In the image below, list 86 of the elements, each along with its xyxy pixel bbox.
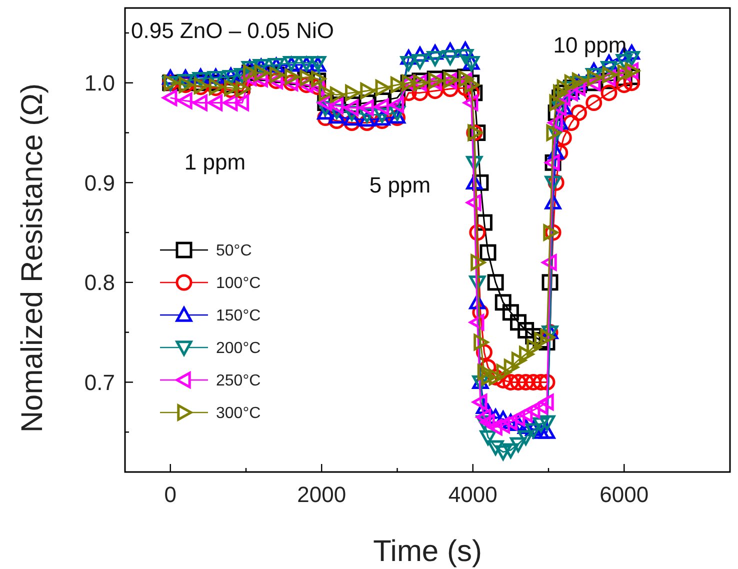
point bbox=[570, 104, 587, 122]
point bbox=[510, 374, 526, 390]
point bbox=[463, 94, 478, 112]
point bbox=[518, 374, 534, 390]
point bbox=[532, 417, 550, 432]
point bbox=[556, 80, 572, 96]
point bbox=[538, 415, 556, 430]
point bbox=[549, 94, 564, 112]
point bbox=[511, 352, 526, 368]
point bbox=[472, 394, 488, 410]
point bbox=[518, 322, 534, 339]
point bbox=[412, 54, 428, 70]
point bbox=[400, 56, 417, 72]
point bbox=[494, 416, 510, 434]
point bbox=[504, 358, 519, 376]
point bbox=[344, 100, 359, 116]
point bbox=[510, 410, 526, 426]
point bbox=[457, 49, 474, 64]
point bbox=[586, 94, 602, 112]
point bbox=[510, 437, 526, 452]
legend-label: 200°C bbox=[216, 340, 261, 358]
x-tick-label: 0 bbox=[164, 482, 176, 507]
y-tick-label: 0.8 bbox=[84, 270, 115, 296]
point bbox=[480, 430, 496, 446]
annotation: 1 ppm bbox=[184, 150, 246, 175]
point bbox=[548, 114, 563, 132]
point bbox=[480, 244, 496, 261]
point bbox=[480, 414, 495, 430]
point bbox=[494, 445, 512, 460]
point bbox=[177, 92, 192, 110]
point bbox=[564, 74, 580, 92]
legend-label: 250°C bbox=[216, 372, 261, 390]
annotation: 10 ppm bbox=[553, 32, 627, 58]
point bbox=[360, 82, 376, 100]
point bbox=[502, 374, 519, 390]
x-tick-label: 2000 bbox=[297, 482, 346, 507]
y-tick-label: 0.7 bbox=[84, 370, 115, 395]
y-axis-title: Nomalized Resistance (Ω) bbox=[16, 83, 49, 433]
point bbox=[502, 304, 519, 321]
point bbox=[208, 94, 223, 112]
point bbox=[426, 51, 444, 66]
point bbox=[543, 224, 558, 241]
point bbox=[502, 443, 519, 458]
point bbox=[487, 274, 504, 291]
point bbox=[487, 418, 502, 436]
point bbox=[546, 124, 562, 141]
point bbox=[345, 84, 360, 102]
point bbox=[374, 98, 389, 116]
text: 0.95 ZnO – 0.05 NiO bbox=[131, 18, 334, 43]
point bbox=[510, 314, 526, 331]
legend-label: 300°C bbox=[216, 405, 261, 422]
point bbox=[466, 194, 482, 211]
point bbox=[600, 84, 618, 102]
point bbox=[518, 430, 534, 446]
point bbox=[552, 84, 568, 102]
legend-label: 150°C bbox=[216, 308, 261, 325]
point bbox=[542, 254, 557, 271]
legend-label: 50°C bbox=[216, 242, 252, 260]
point bbox=[222, 94, 238, 112]
point bbox=[494, 294, 512, 311]
point bbox=[389, 96, 404, 114]
point bbox=[477, 364, 492, 380]
y-tick-label: 0.9 bbox=[84, 170, 115, 196]
point bbox=[602, 66, 618, 84]
y-tick-label: 1.0 bbox=[84, 70, 115, 96]
point bbox=[525, 374, 542, 390]
point bbox=[476, 408, 492, 426]
x-axis-title: Time (s) bbox=[373, 535, 482, 568]
point bbox=[525, 402, 540, 418]
point bbox=[474, 334, 489, 351]
x-tick-label: 4000 bbox=[448, 482, 498, 507]
legend-label: 100°C bbox=[216, 275, 261, 292]
point bbox=[162, 90, 178, 106]
point bbox=[192, 94, 208, 112]
point bbox=[538, 394, 554, 410]
point bbox=[442, 50, 458, 66]
point bbox=[469, 314, 484, 331]
x-tick-label: 6000 bbox=[600, 482, 649, 507]
point bbox=[518, 346, 534, 363]
point bbox=[234, 94, 250, 112]
point bbox=[375, 80, 390, 96]
point bbox=[518, 406, 533, 422]
point bbox=[487, 440, 504, 456]
point bbox=[470, 254, 486, 271]
point bbox=[358, 100, 374, 116]
annotation: 5 ppm bbox=[369, 172, 431, 198]
